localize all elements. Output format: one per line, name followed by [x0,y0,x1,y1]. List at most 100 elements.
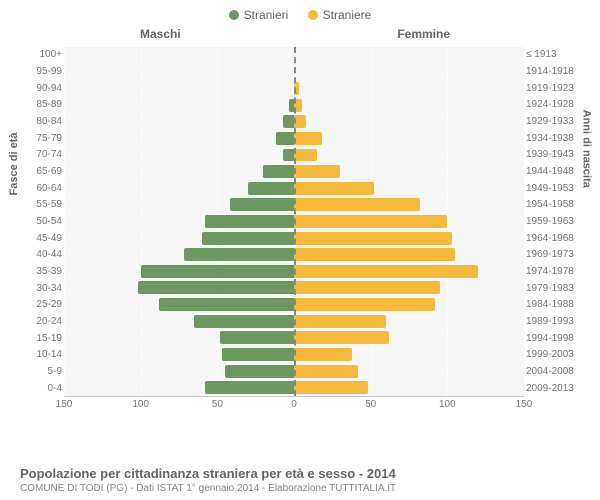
bar-male [283,115,294,128]
x-tick-label: 150 [516,399,533,410]
y-left-label: 45-49 [20,234,62,244]
chart-subtitle: COMUNE DI TODI (PG) - Dati ISTAT 1° genn… [20,483,580,494]
y-right-label: 1944-1948 [526,167,580,177]
center-line [294,47,296,396]
chart: Fasce di età Anni di nascita Maschi Femm… [20,27,580,427]
y-right-label: ≤ 1913 [526,50,580,60]
plot-area [64,47,524,397]
column-header-female: Femmine [397,27,450,41]
y-left-label: 30-34 [20,284,62,294]
y-left-label: 85-89 [20,100,62,110]
y-right-label: 1969-1973 [526,250,580,260]
y-right-label: 2004-2008 [526,367,580,377]
y-right-label: 1979-1983 [526,284,580,294]
y-right-label: 1959-1963 [526,217,580,227]
bar-female [294,182,374,195]
y-right-label: 2009-2013 [526,384,580,394]
y-right-label: 1939-1943 [526,150,580,160]
bar-male [141,265,294,278]
legend-male: Stranieri [229,8,289,22]
y-left-label: 65-69 [20,167,62,177]
bar-male [184,248,294,261]
legend-male-swatch [229,10,239,20]
y-right-label: 1949-1953 [526,184,580,194]
y-left-label: 50-54 [20,217,62,227]
bar-female [294,281,440,294]
y-right-label: 1934-1938 [526,134,580,144]
bar-female [294,365,358,378]
legend-female-swatch [308,10,318,20]
legend-female: Straniere [308,8,372,22]
bar-male [230,198,294,211]
y-left-label: 10-14 [20,350,62,360]
footer: Popolazione per cittadinanza straniera p… [20,466,580,494]
y-axis-left-title: Fasce di età [8,133,20,196]
bar-female [294,298,435,311]
y-left-label: 25-29 [20,300,62,310]
x-tick-label: 100 [132,399,149,410]
bar-female [294,265,478,278]
bar-female [294,165,340,178]
y-left-label: 5-9 [20,367,62,377]
bar-male [205,215,294,228]
bar-male [194,315,294,328]
y-right-label: 1984-1988 [526,300,580,310]
bar-female [294,132,322,145]
y-left-label: 70-74 [20,150,62,160]
bar-male [220,331,294,344]
bar-female [294,215,447,228]
y-left-label: 15-19 [20,334,62,344]
column-headers: Maschi Femmine [20,27,580,45]
y-left-label: 35-39 [20,267,62,277]
bar-female [294,232,452,245]
x-tick-label: 100 [439,399,456,410]
bar-male [202,232,294,245]
y-left-label: 90-94 [20,84,62,94]
gridline [524,47,525,396]
bar-male [225,365,294,378]
legend: Stranieri Straniere [0,0,600,27]
y-left-label: 20-24 [20,317,62,327]
bar-female [294,381,368,394]
y-right-label: 1929-1933 [526,117,580,127]
y-left-label: 95-99 [20,67,62,77]
bar-female [294,149,317,162]
y-right-label: 1954-1958 [526,200,580,210]
y-right-label: 1974-1978 [526,267,580,277]
bar-male [263,165,294,178]
y-right-label: 1994-1998 [526,334,580,344]
x-tick-label: 50 [212,399,223,410]
x-tick-label: 150 [56,399,73,410]
y-right-label: 1914-1918 [526,67,580,77]
x-axis: 15010050050100150 [64,399,524,413]
y-right-label: 1919-1923 [526,84,580,94]
bar-male [222,348,294,361]
legend-male-label: Stranieri [244,8,289,22]
y-left-label: 55-59 [20,200,62,210]
y-axis-right: ≤ 1913 1914-1918 1919-1923 1924-1928 1929-19… [526,47,580,397]
y-axis-left: 100+ 95-99 90-94 85-89 80-84 75-79 70-74 65-69 6… [20,47,62,397]
bar-female [294,315,386,328]
y-left-label: 80-84 [20,117,62,127]
y-right-label: 1964-1968 [526,234,580,244]
x-tick-label: 50 [365,399,376,410]
bar-male [205,381,294,394]
y-left-label: 75-79 [20,134,62,144]
y-right-label: 1999-2003 [526,350,580,360]
bar-female [294,348,352,361]
y-left-label: 0-4 [20,384,62,394]
bar-female [294,331,389,344]
bar-male [248,182,294,195]
y-left-label: 40-44 [20,250,62,260]
x-tick-label: 0 [291,399,297,410]
y-right-label: 1924-1928 [526,100,580,110]
bar-male [276,132,294,145]
y-left-label: 60-64 [20,184,62,194]
bar-male [138,281,294,294]
bar-male [283,149,294,162]
y-axis-right-title: Anni di nascita [580,110,592,188]
y-left-label: 100+ [20,50,62,60]
legend-female-label: Straniere [323,8,372,22]
bar-female [294,198,420,211]
bar-male [159,298,294,311]
